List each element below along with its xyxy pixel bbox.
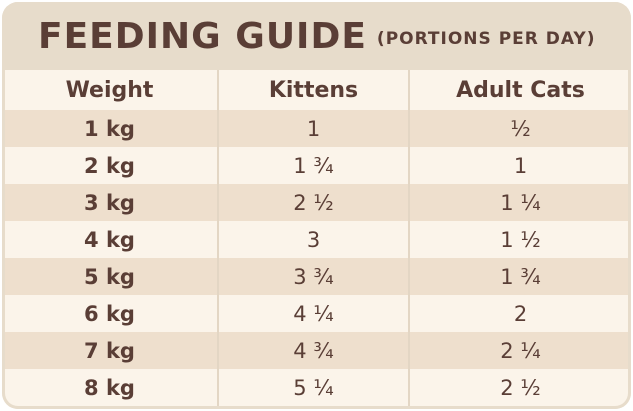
weight-cell: 6 kg bbox=[84, 301, 135, 326]
table-row: 5 kg 3 ¾ 1 ¾ bbox=[2, 258, 631, 295]
kittens-cell: 3 ¾ bbox=[217, 258, 410, 295]
kittens-cell: 5 ¼ bbox=[217, 369, 410, 406]
weight-cell: 3 kg bbox=[84, 190, 135, 215]
header-kittens: Kittens bbox=[217, 70, 410, 110]
weight-cell: 2 kg bbox=[84, 153, 135, 178]
weight-cell: 8 kg bbox=[84, 375, 135, 400]
kittens-cell: 4 ¼ bbox=[217, 295, 410, 332]
weight-cell: 5 kg bbox=[84, 264, 135, 289]
feeding-table: Weight Kittens Adult Cats 1 kg 1 ½ 2 kg … bbox=[2, 70, 631, 406]
table-row: 7 kg 4 ¾ 2 ¼ bbox=[2, 332, 631, 369]
kittens-cell: 4 ¾ bbox=[217, 332, 410, 369]
table-row: 8 kg 5 ¼ 2 ½ bbox=[2, 369, 631, 406]
adult-cats-cell: 2 ½ bbox=[500, 375, 541, 400]
table-row: 3 kg 2 ½ 1 ¼ bbox=[2, 184, 631, 221]
table-header-row: Weight Kittens Adult Cats bbox=[2, 70, 631, 110]
adult-cats-cell: 1 ¼ bbox=[500, 190, 541, 215]
table-row: 6 kg 4 ¼ 2 bbox=[2, 295, 631, 332]
adult-cats-cell: 2 bbox=[513, 301, 528, 326]
kittens-cell: 1 bbox=[217, 110, 410, 147]
weight-cell: 1 kg bbox=[84, 116, 135, 141]
kittens-cell: 2 ½ bbox=[217, 184, 410, 221]
adult-cats-cell: 2 ¼ bbox=[500, 338, 541, 363]
page-subtitle: (PORTIONS PER DAY) bbox=[376, 29, 596, 49]
table-row: 2 kg 1 ¾ 1 bbox=[2, 147, 631, 184]
header-weight: Weight bbox=[65, 77, 154, 103]
adult-cats-cell: 1 ½ bbox=[500, 227, 541, 252]
header-adult-cats: Adult Cats bbox=[456, 77, 585, 103]
weight-cell: 7 kg bbox=[84, 338, 135, 363]
page-title: FEEDING GUIDE bbox=[38, 15, 367, 57]
kittens-cell: 3 bbox=[217, 221, 410, 258]
kittens-cell: 1 ¾ bbox=[217, 147, 410, 184]
weight-cell: 4 kg bbox=[84, 227, 135, 252]
adult-cats-cell: 1 ¾ bbox=[500, 264, 541, 289]
adult-cats-cell: 1 bbox=[513, 153, 528, 178]
title-bar: FEEDING GUIDE (PORTIONS PER DAY) bbox=[2, 2, 631, 70]
table-row: 1 kg 1 ½ bbox=[2, 110, 631, 147]
table-row: 4 kg 3 1 ½ bbox=[2, 221, 631, 258]
adult-cats-cell: ½ bbox=[510, 116, 531, 141]
